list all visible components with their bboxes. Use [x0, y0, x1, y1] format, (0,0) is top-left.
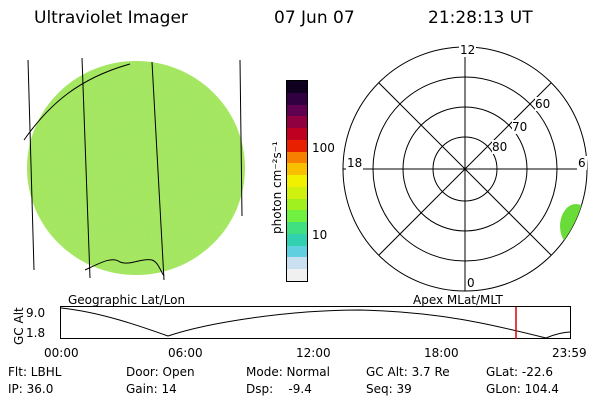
info-dsp: Dsp: -9.4 — [246, 382, 312, 396]
mlat-label-80: 80 — [492, 140, 508, 154]
colorbar-segment — [287, 257, 307, 270]
info-filter: Flt: LBHL — [8, 365, 62, 379]
mlt-label-12: 12 — [459, 43, 477, 57]
time-tick-1200: 12:00 — [296, 346, 331, 360]
colorbar-segment — [287, 245, 307, 258]
time-tick-0000: 00:00 — [44, 346, 79, 360]
time-tick-2359: 23:59 — [552, 346, 587, 360]
polar-panel-label: Apex MLat/MLT — [413, 293, 503, 307]
info-gc-alt: GC Alt: 3.7 Re — [366, 365, 450, 379]
mlat-label-70: 70 — [512, 120, 528, 134]
time-tick-1800: 18:00 — [424, 346, 459, 360]
mlt-label-18: 18 — [346, 156, 364, 170]
colorbar-segment — [287, 128, 307, 140]
altitude-ytick-min: 1.8 — [26, 326, 46, 340]
colorbar-tick-10: 10 — [312, 228, 328, 242]
mlt-label-0: 0 — [467, 276, 475, 290]
time-label: 21:28:13 UT — [428, 8, 533, 28]
colorbar-unit-label: photon cm⁻²s⁻¹ — [270, 141, 284, 234]
geographic-image — [23, 57, 245, 281]
colorbar-segment — [287, 210, 307, 223]
info-ip: IP: 36.0 — [8, 382, 54, 396]
time-tick-0600: 06:00 — [168, 346, 203, 360]
date-label: 07 Jun 07 — [274, 8, 355, 28]
info-mode: Mode: Normal — [246, 365, 330, 379]
altitude-ytick-max: 9.0 — [26, 306, 46, 320]
mlt-label-6: 6 — [577, 156, 587, 170]
info-seq: Seq: 39 — [366, 382, 412, 396]
colorbar-segment — [287, 92, 307, 105]
colorbar-segment — [287, 186, 307, 199]
colorbar — [286, 80, 308, 282]
colorbar-segment — [287, 175, 307, 187]
colorbar-segment — [287, 222, 307, 234]
mlat-label-60: 60 — [535, 97, 551, 111]
auroral-emission-patch — [560, 204, 587, 248]
colorbar-segment — [287, 198, 307, 211]
colorbar-segment — [287, 163, 307, 176]
geo-panel-label: Geographic Lat/Lon — [68, 293, 186, 307]
polar-plot — [342, 46, 588, 292]
altitude-curve — [60, 307, 572, 339]
instrument-title: Ultraviolet Imager — [34, 8, 188, 28]
colorbar-tick-100: 100 — [312, 141, 335, 155]
colorbar-segment — [287, 151, 307, 164]
info-glon: GLon: 104.4 — [486, 382, 559, 396]
info-glat: GLat: -22.6 — [486, 365, 553, 379]
colorbar-segment — [287, 104, 307, 117]
altitude-plot — [60, 306, 572, 339]
colorbar-segment — [287, 80, 307, 93]
colorbar-segment — [287, 116, 307, 129]
altitude-ylabel: GC Alt — [12, 307, 26, 345]
info-door: Door: Open — [126, 365, 195, 379]
colorbar-segment — [287, 233, 307, 246]
info-gain: Gain: 14 — [126, 382, 177, 396]
geo-grid-lines — [23, 57, 243, 281]
colorbar-segment — [287, 269, 307, 281]
colorbar-segment — [287, 139, 307, 152]
